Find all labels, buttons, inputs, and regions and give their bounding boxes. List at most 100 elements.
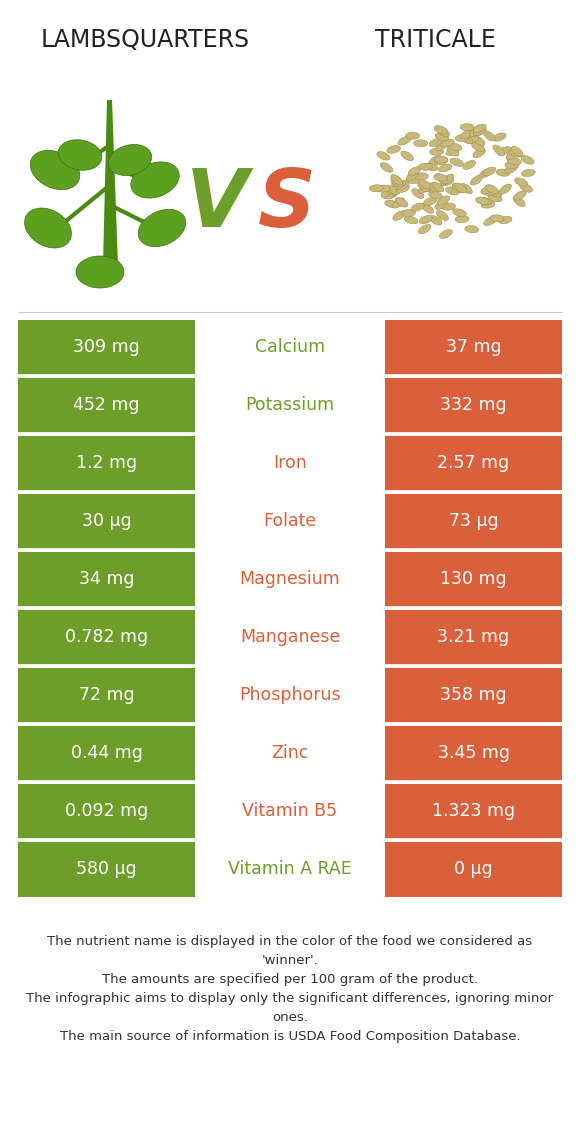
Ellipse shape (470, 175, 483, 185)
Text: Manganese: Manganese (240, 628, 340, 646)
Ellipse shape (58, 140, 102, 170)
Ellipse shape (376, 185, 390, 192)
Ellipse shape (461, 183, 472, 193)
Bar (385, 553, 562, 607)
Ellipse shape (418, 224, 431, 233)
Ellipse shape (499, 184, 512, 194)
Ellipse shape (508, 158, 521, 165)
Text: Calcium: Calcium (255, 339, 325, 357)
Ellipse shape (452, 209, 466, 216)
Ellipse shape (473, 149, 485, 158)
Text: 30 μg: 30 μg (82, 513, 131, 531)
Text: Iron: Iron (273, 454, 307, 472)
Ellipse shape (496, 169, 510, 176)
Ellipse shape (448, 143, 462, 151)
Text: The main source of information is USDA Food Composition Database.: The main source of information is USDA F… (60, 1030, 520, 1043)
Text: 0.782 mg: 0.782 mg (65, 628, 148, 646)
Bar (385, 320, 562, 375)
Text: 1.2 mg: 1.2 mg (76, 454, 137, 472)
Ellipse shape (437, 196, 450, 205)
Ellipse shape (460, 124, 474, 130)
Ellipse shape (520, 183, 532, 192)
Bar (18, 726, 195, 781)
Text: LAMBSQUARTERS: LAMBSQUARTERS (41, 27, 249, 51)
Bar (385, 436, 562, 491)
Ellipse shape (442, 174, 454, 184)
Ellipse shape (423, 185, 437, 192)
Bar (385, 784, 562, 839)
Ellipse shape (509, 150, 523, 157)
Text: 358 mg: 358 mg (440, 686, 507, 705)
Bar (18, 436, 195, 491)
Text: 72 mg: 72 mg (79, 686, 135, 705)
Ellipse shape (427, 183, 440, 192)
Ellipse shape (514, 177, 528, 186)
Text: The infographic aims to display only the significant differences, ignoring minor: The infographic aims to display only the… (27, 992, 553, 1004)
Text: 37 mg: 37 mg (445, 339, 501, 357)
Ellipse shape (391, 177, 404, 186)
Ellipse shape (478, 198, 492, 205)
Ellipse shape (505, 165, 517, 174)
Ellipse shape (392, 180, 405, 186)
Ellipse shape (396, 184, 409, 192)
Ellipse shape (76, 256, 124, 288)
Text: Vitamin B5: Vitamin B5 (242, 802, 338, 820)
Ellipse shape (423, 198, 437, 206)
Ellipse shape (406, 172, 419, 181)
Bar (18, 378, 195, 432)
Text: Magnesium: Magnesium (240, 571, 340, 588)
Text: 'winner'.: 'winner'. (262, 954, 318, 967)
Ellipse shape (131, 162, 179, 198)
Ellipse shape (450, 158, 463, 166)
Ellipse shape (419, 215, 433, 224)
Ellipse shape (454, 183, 466, 192)
Ellipse shape (521, 156, 534, 165)
Ellipse shape (484, 130, 495, 141)
Ellipse shape (480, 168, 492, 177)
Ellipse shape (385, 200, 398, 207)
Ellipse shape (401, 151, 414, 160)
Bar (18, 320, 195, 375)
Ellipse shape (476, 197, 490, 205)
Ellipse shape (391, 175, 403, 185)
Ellipse shape (430, 156, 443, 164)
Ellipse shape (138, 209, 186, 247)
Ellipse shape (473, 125, 486, 133)
Ellipse shape (377, 152, 390, 160)
Ellipse shape (429, 191, 443, 199)
Ellipse shape (438, 164, 452, 172)
Ellipse shape (481, 201, 495, 208)
Text: Folate: Folate (263, 513, 317, 531)
Text: 1.323 mg: 1.323 mg (432, 802, 515, 820)
Ellipse shape (429, 138, 443, 146)
Ellipse shape (493, 133, 506, 141)
Text: Zinc: Zinc (271, 745, 309, 763)
Ellipse shape (405, 133, 420, 140)
Ellipse shape (419, 180, 431, 189)
Text: V: V (186, 166, 248, 244)
Ellipse shape (446, 148, 459, 156)
Bar (385, 378, 562, 432)
Ellipse shape (469, 128, 483, 136)
Ellipse shape (484, 216, 496, 225)
Ellipse shape (441, 140, 455, 146)
Ellipse shape (381, 188, 393, 198)
Ellipse shape (437, 127, 450, 137)
Ellipse shape (463, 160, 476, 169)
Bar (385, 842, 562, 897)
Text: 580 μg: 580 μg (76, 860, 137, 879)
Ellipse shape (412, 189, 424, 199)
Ellipse shape (488, 189, 502, 197)
Ellipse shape (451, 185, 463, 194)
Text: 3.21 mg: 3.21 mg (437, 628, 510, 646)
Ellipse shape (408, 167, 421, 176)
Ellipse shape (483, 167, 496, 176)
Ellipse shape (460, 135, 473, 143)
Text: TRITICALE: TRITICALE (375, 27, 495, 51)
Ellipse shape (414, 173, 428, 180)
Bar (18, 553, 195, 607)
Ellipse shape (505, 161, 519, 168)
Ellipse shape (411, 202, 425, 212)
Ellipse shape (434, 174, 448, 181)
Ellipse shape (406, 176, 420, 183)
